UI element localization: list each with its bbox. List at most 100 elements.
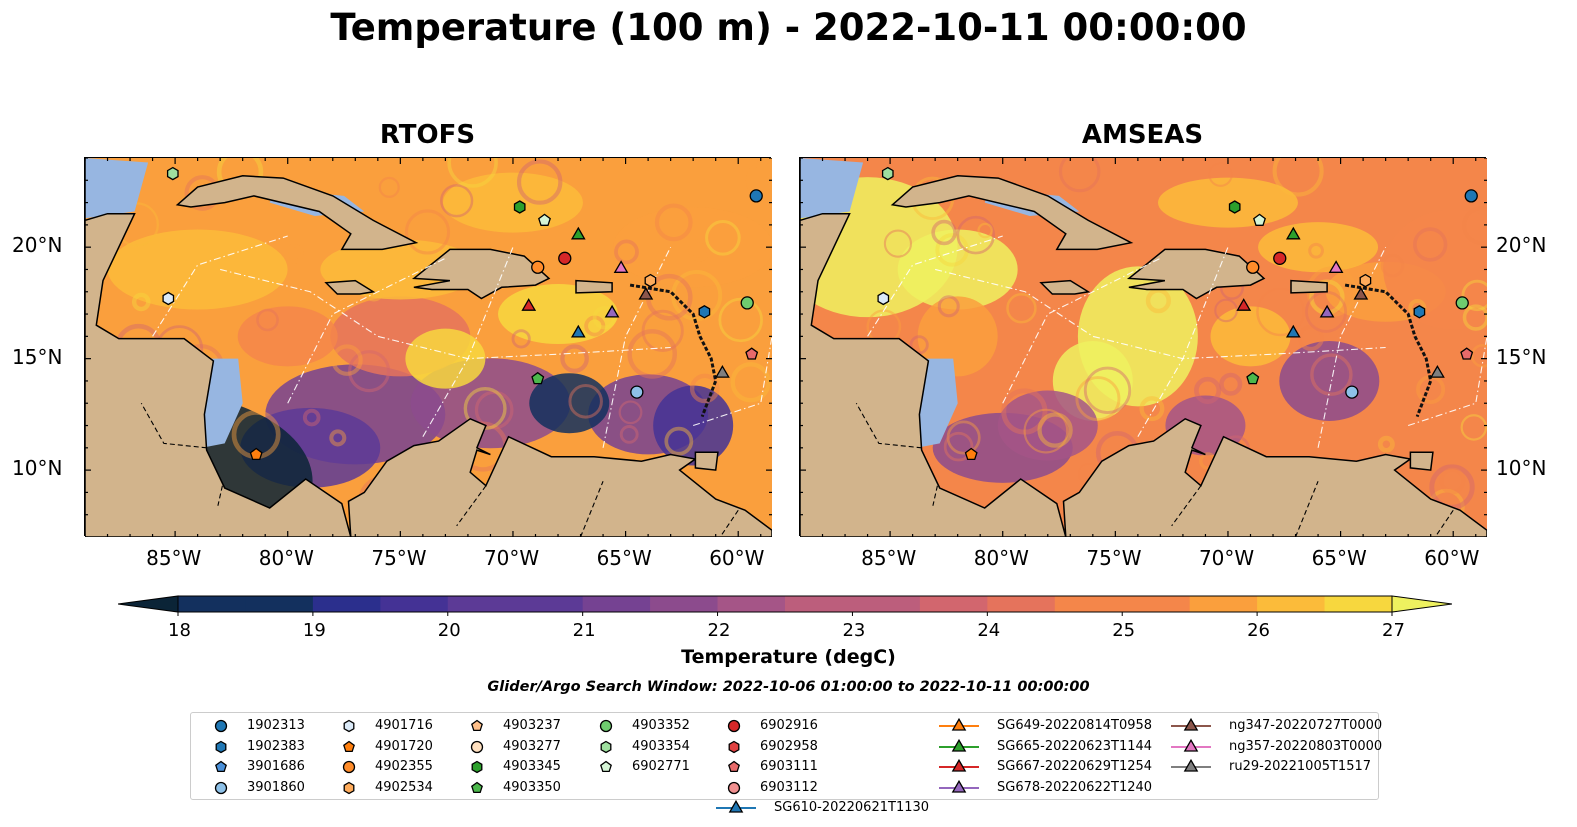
eddy-texture [1139,396,1165,422]
temperature-patch [405,328,486,389]
eddy-texture [1462,206,1487,245]
eddy-texture [1001,388,1048,435]
country-border [140,402,207,449]
legend-label: 4901716 [375,718,433,733]
lesser-antilles [629,283,718,418]
legend-marker-hexagon-icon [728,740,740,753]
legend-marker-triangle-icon [939,758,979,772]
eddy-texture [946,420,981,455]
eddy-texture [688,238,711,262]
platform-marker [558,251,572,265]
eddy-texture [404,209,451,255]
legend-label: 4903277 [503,738,561,754]
eddy-texture [627,329,678,379]
legend-symbol [471,760,483,774]
eddy-texture [619,424,639,444]
eddy-texture [1461,279,1487,312]
temperature-patch [529,373,610,434]
lon-tick-label: 85°W [861,546,917,570]
eddy-texture [1413,227,1448,262]
colorbar-tick-label: 21 [572,620,596,641]
eddy-texture [511,329,531,349]
lon-tick-label: 80°W [973,546,1029,570]
legend-symbol [728,740,740,753]
lon-tick-label: 70°W [483,546,540,570]
eddy-texture [516,159,563,205]
country-border [1295,481,1319,537]
platform-marker [881,166,894,181]
lon-tick-label: 75°W [371,546,427,570]
colorbar-band [178,596,246,612]
platform-marker [1236,298,1252,311]
eddy-texture [745,159,772,202]
legend-marker-circle-icon [214,719,228,733]
eddy-texture [614,239,639,265]
legend-marker-triangle-icon [939,717,979,731]
platform-marker [166,166,179,181]
legend-label: SG667-20220629T1254 [997,759,1153,774]
legend-label: 4903345 [503,759,561,774]
eddy-texture [1145,288,1171,314]
map-panel-rtofs [84,157,772,537]
legend-marker-triangle-icon [1171,738,1211,752]
colorbar-tick-label: 22 [707,620,731,641]
legend-label: ru29-20221005T1517 [1229,759,1372,774]
legend-marker-hexagon-icon [215,740,227,753]
platform-marker [1460,347,1474,360]
eddy-texture [956,215,996,255]
legend-symbol [215,760,227,773]
colorbar-band [515,596,584,612]
colorbar-band [1189,596,1258,612]
colorbar-tick-label: 23 [842,620,866,641]
legend-label: SG610-20220621T1130 [774,800,930,815]
eddy-texture [348,350,391,393]
eddy-texture [474,390,514,430]
land-puertoRico [1290,279,1328,294]
colorbar-band [582,596,651,612]
platform-marker [1273,251,1287,265]
land-centralAmerica [800,158,1067,537]
eddy-texture [1208,162,1233,187]
shallow-shelf [202,358,243,448]
platform-marker [1246,371,1260,385]
temperature-patch [237,306,338,367]
eddy-texture [705,219,741,256]
eez-boundary [220,268,671,360]
temperature-patch [1258,222,1379,273]
eddy-texture [592,305,617,330]
eddy-texture [718,297,763,343]
colorbar [118,595,1452,616]
legend-symbol [343,740,355,752]
colorbar-band [650,596,719,612]
legend-symbol [214,781,228,794]
legend-marker-triangle-icon [939,738,979,752]
eez-boundary [287,257,446,404]
country-border [855,402,922,449]
legend-label: 6902771 [632,759,690,774]
legend-label: ng347-20220727T0000 [1229,718,1383,733]
eez-boundary [935,268,1386,360]
legend-label: 6902958 [760,738,818,754]
lon-tick-label: 80°W [258,546,314,570]
tick-marks [800,158,1487,537]
platform-marker [613,260,629,273]
legend-marker-circle-icon [599,719,613,733]
legend-label: 1902383 [247,738,305,754]
lon-tick-label: 70°W [1198,546,1255,570]
platform-marker [249,447,263,461]
legend-symbol [600,760,612,773]
colorbar-band [380,596,449,612]
legend-label: 6902916 [760,718,818,733]
eez-boundary [1137,246,1229,437]
colorbar-extend-high [1391,595,1452,613]
platform-marker [698,305,711,319]
temperature-patch [1157,177,1298,228]
platform-marker [570,324,586,338]
temperature-patch [997,390,1098,461]
land-jamaica [1039,279,1091,295]
country-border [1434,509,1454,537]
land-trinidad [1409,451,1434,471]
country-border [456,485,487,527]
colorbar-band [1324,596,1393,612]
legend-symbol [728,760,740,773]
